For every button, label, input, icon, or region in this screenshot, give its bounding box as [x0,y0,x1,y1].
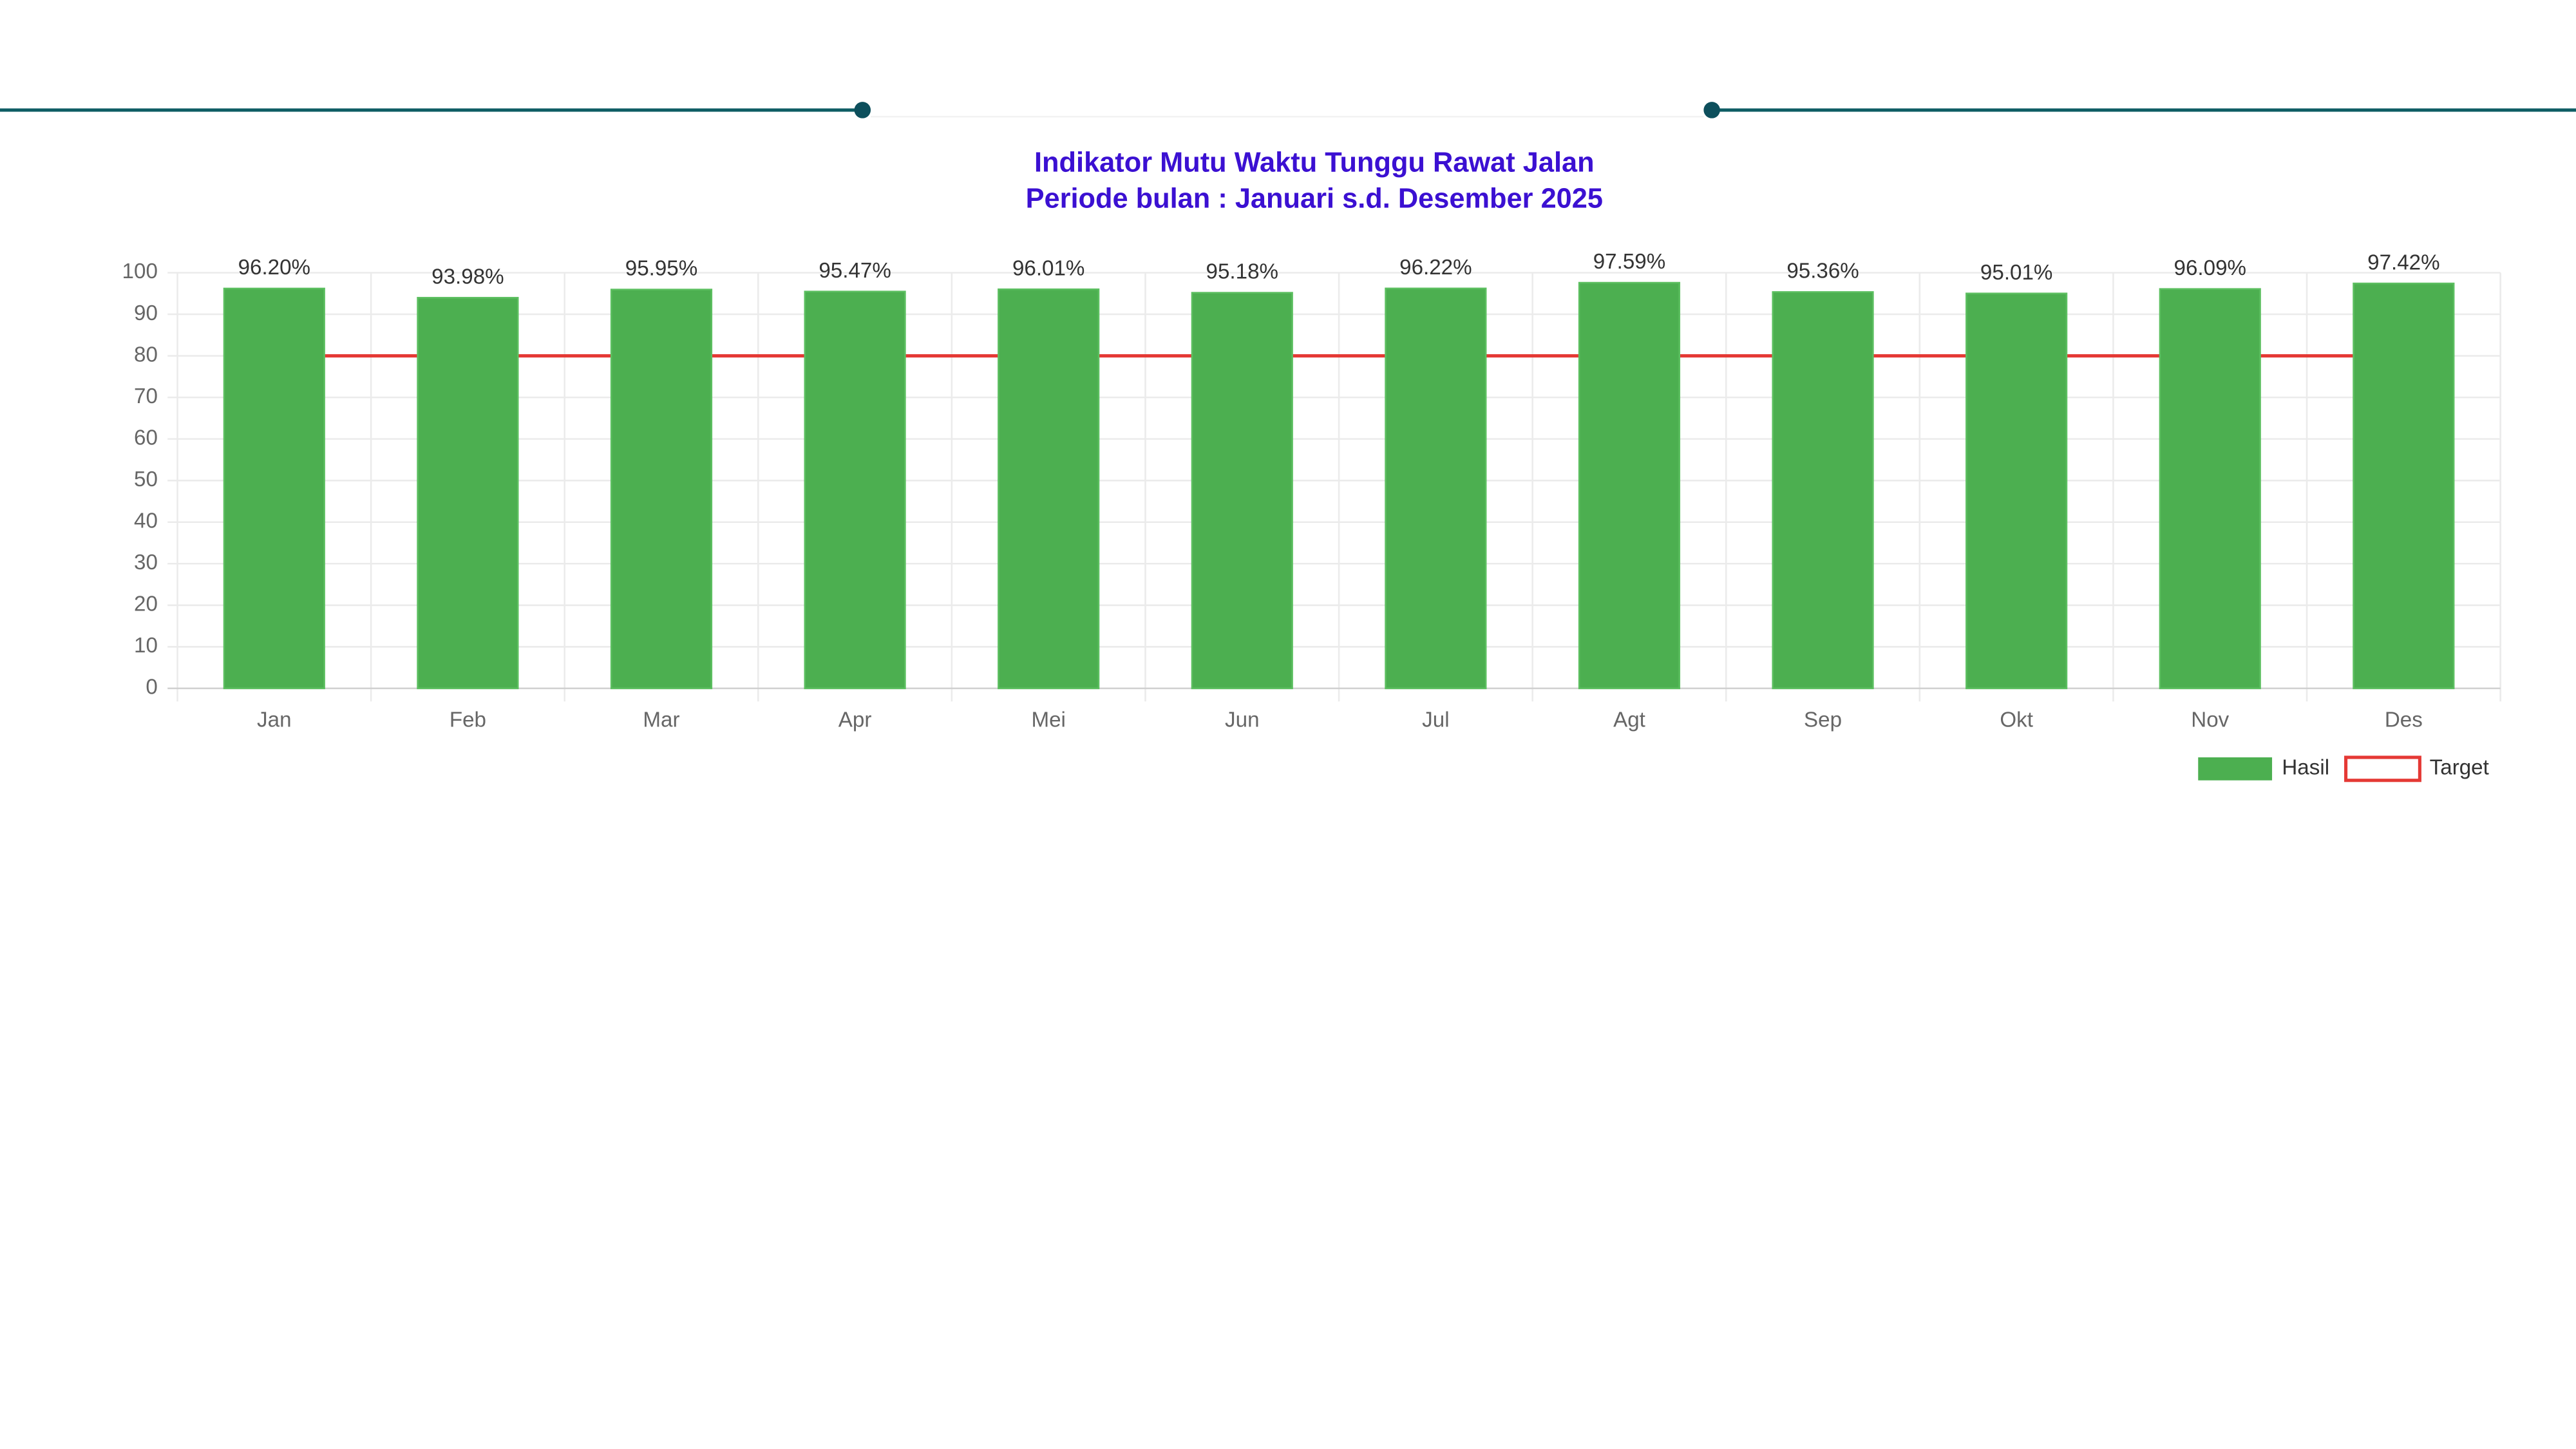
y-tick-label: 20 [134,592,158,616]
bar [1191,292,1293,690]
y-tick-label: 90 [134,301,158,325]
decor-dot [854,102,871,118]
value-label: 95.47% [819,259,891,283]
x-tick-label: Des [2385,708,2423,732]
legend-swatch [2198,757,2273,781]
y-tick-label: 40 [134,509,158,533]
value-label: 93.98% [431,265,504,289]
decor-dot [1703,102,1720,118]
value-label: 96.20% [238,256,310,279]
x-tick-label: Feb [450,708,486,732]
y-tick-label: 80 [134,343,158,366]
y-tick-label: 100 [122,260,158,283]
value-label: 97.42% [2367,251,2439,274]
y-tick-label: 60 [134,426,158,450]
x-tick-label: Agt [1613,708,1645,732]
bar [223,287,325,690]
bar [417,297,519,690]
x-tick-label: Jun [1225,708,1259,732]
x-tick-label: Mar [643,708,679,732]
value-label: 95.36% [1786,260,1859,283]
x-tick-label: Jul [1422,708,1449,732]
x-tick-label: Sep [1804,708,1842,732]
x-tick-label: Okt [2000,708,2033,732]
legend-label: Hasil [2282,756,2329,780]
bar [2159,288,2261,690]
bar [1578,281,1681,690]
value-label: 96.22% [1399,256,1472,279]
y-tick-label: 70 [134,384,158,408]
legend-swatch [2344,755,2421,782]
bar [1385,287,1487,690]
y-tick-label: 50 [134,468,158,491]
bar [610,289,713,690]
bar [2353,282,2455,690]
value-label: 95.95% [625,257,697,281]
bar [804,290,906,690]
x-tick-label: Jan [257,708,291,732]
value-label: 95.18% [1206,260,1278,284]
bar [1772,291,1874,690]
legend-label: Target [2430,756,2489,780]
chart-title: Indikator Mutu Waktu Tunggu Rawat Jalan [1034,147,1595,178]
y-tick-label: 0 [146,676,157,699]
x-tick-label: Apr [838,708,872,732]
value-label: 97.59% [1593,250,1665,274]
bar [998,288,1100,690]
bar [1965,292,2068,690]
value-label: 96.01% [1012,256,1084,280]
value-label: 95.01% [1980,261,2052,285]
chart-subtitle: Periode bulan : Januari s.d. Desember 20… [1026,184,1603,214]
value-label: 96.09% [2174,256,2246,280]
y-tick-label: 30 [134,551,158,574]
x-tick-label: Nov [2191,708,2229,732]
y-tick-label: 10 [134,634,158,658]
x-tick-label: Mei [1031,708,1065,732]
